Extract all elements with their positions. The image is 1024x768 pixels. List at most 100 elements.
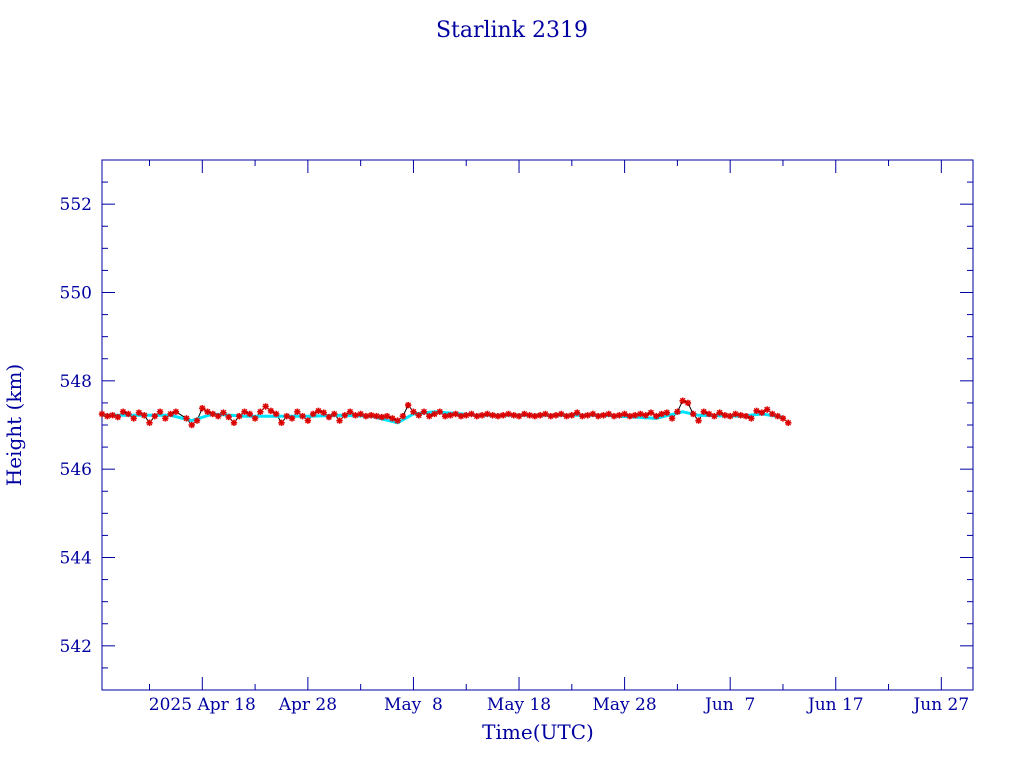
data-point (199, 405, 206, 412)
data-point (193, 417, 201, 424)
data-point (236, 412, 243, 420)
data-point (346, 408, 354, 415)
x-tick-label: Apr 28 (278, 695, 337, 715)
data-point (183, 415, 190, 422)
data-point (647, 409, 655, 416)
data-point (521, 410, 528, 418)
data-point (119, 408, 127, 415)
data-point-stroke (426, 413, 433, 420)
data-point (141, 412, 148, 419)
data-point-stroke (162, 415, 169, 422)
data-point (642, 412, 649, 419)
data-point-stroke (130, 415, 137, 422)
data-point (146, 419, 153, 426)
data-point (748, 415, 755, 422)
data-point-stroke (711, 413, 718, 420)
data-point-stroke (542, 411, 549, 417)
data-point (726, 412, 734, 420)
data-point-stroke (394, 417, 401, 424)
data-point (610, 412, 618, 420)
data-point-stroke (785, 419, 792, 426)
data-point (399, 412, 407, 420)
data-point-stroke (310, 411, 317, 417)
x-axis-label: Time(UTC) (482, 720, 594, 744)
data-point (684, 399, 692, 407)
data-point-stroke (473, 413, 480, 420)
data-point (431, 410, 438, 418)
data-point (172, 408, 180, 415)
data-point-stroke (357, 411, 364, 417)
data-point (104, 412, 111, 420)
data-point (447, 412, 454, 419)
data-point-stroke (273, 411, 280, 417)
data-point (209, 410, 217, 418)
data-point (441, 412, 449, 420)
data-point (273, 410, 280, 418)
data-point-stroke (764, 406, 771, 413)
data-point-stroke (352, 412, 359, 419)
data-point-stroke (141, 412, 148, 419)
y-tick-label: 544 (60, 549, 92, 569)
data-point (257, 408, 264, 415)
x-tick-label: May 8 (384, 695, 443, 715)
data-point (368, 412, 375, 419)
data-point-stroke (151, 413, 158, 420)
data-point-stroke (157, 408, 163, 415)
data-point-stroke (289, 415, 295, 422)
data-point (383, 412, 391, 420)
data-point-stroke (558, 411, 565, 417)
x-axis: 2025 Apr 18 Apr 28 May 8 May 18 May 28 Jun 7 J… (149, 160, 969, 715)
data-point (283, 412, 290, 420)
data-point (716, 409, 723, 416)
data-point-stroke (209, 411, 216, 417)
data-point-stroke (183, 415, 190, 422)
data-point (637, 410, 644, 418)
data-point (595, 412, 602, 420)
data-point (262, 403, 269, 410)
chart-title: Starlink 2319 (436, 18, 588, 43)
data-point (721, 412, 729, 419)
data-point-stroke (700, 408, 707, 415)
data-point-stroke (584, 412, 591, 419)
data-point-stroke (458, 413, 464, 420)
data-point (531, 412, 539, 420)
data-point-stroke (679, 397, 686, 404)
data-point (426, 412, 433, 420)
data-point-stroke (283, 413, 290, 420)
y-tick-label: 546 (60, 460, 92, 480)
data-point-stroke (526, 412, 533, 419)
data-point-stroke (616, 412, 623, 419)
data-point (758, 409, 766, 416)
data-point (299, 412, 306, 420)
data-point-stroke (368, 412, 375, 419)
x-tick-label: May 28 (593, 695, 657, 715)
data-point-stroke (658, 411, 665, 417)
data-point-stroke (315, 407, 322, 414)
data-point (779, 415, 787, 422)
data-point (785, 419, 792, 426)
data-point-stroke (468, 411, 475, 417)
data-point (558, 410, 565, 418)
data-point-stroke (547, 413, 554, 420)
data-point-stroke (326, 414, 332, 420)
data-point (573, 409, 581, 416)
data-point-stroke (336, 417, 343, 424)
data-point (114, 413, 122, 421)
data-point (679, 397, 686, 404)
data-point (457, 412, 465, 420)
data-point (331, 410, 338, 418)
data-point-stroke (294, 408, 301, 415)
data-point-stroke (431, 411, 438, 417)
data-point-stroke (347, 408, 353, 415)
data-point-stroke (447, 412, 454, 419)
data-point-stroke (389, 415, 396, 422)
data-point (404, 401, 412, 409)
data-point (658, 410, 665, 418)
data-point (410, 408, 417, 415)
data-point (378, 413, 385, 421)
data-point-stroke (246, 411, 253, 417)
data-point-stroke (405, 402, 412, 409)
data-point (267, 407, 275, 415)
data-point-stroke (109, 412, 116, 419)
data-point (631, 412, 639, 419)
